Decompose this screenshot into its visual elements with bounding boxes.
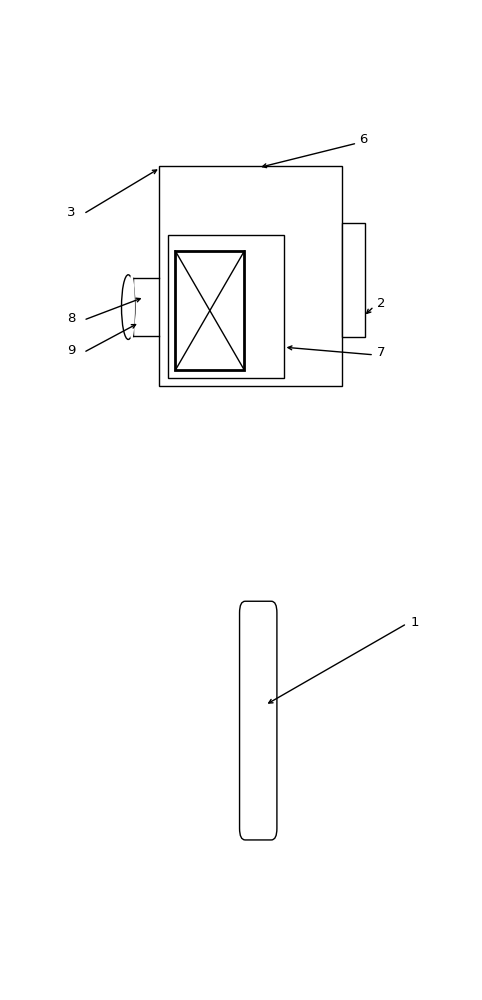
- Ellipse shape: [121, 275, 135, 339]
- Text: 9: 9: [67, 344, 76, 358]
- FancyBboxPatch shape: [240, 601, 277, 840]
- Bar: [175, 251, 244, 370]
- Text: 8: 8: [67, 312, 76, 325]
- Bar: [342, 223, 365, 337]
- Text: 2: 2: [377, 297, 386, 310]
- Bar: [168, 235, 283, 378]
- Bar: [159, 166, 342, 386]
- Text: 6: 6: [359, 133, 367, 146]
- Text: 7: 7: [377, 346, 386, 359]
- Ellipse shape: [128, 275, 135, 339]
- Text: 3: 3: [67, 206, 76, 219]
- Text: 1: 1: [410, 616, 419, 629]
